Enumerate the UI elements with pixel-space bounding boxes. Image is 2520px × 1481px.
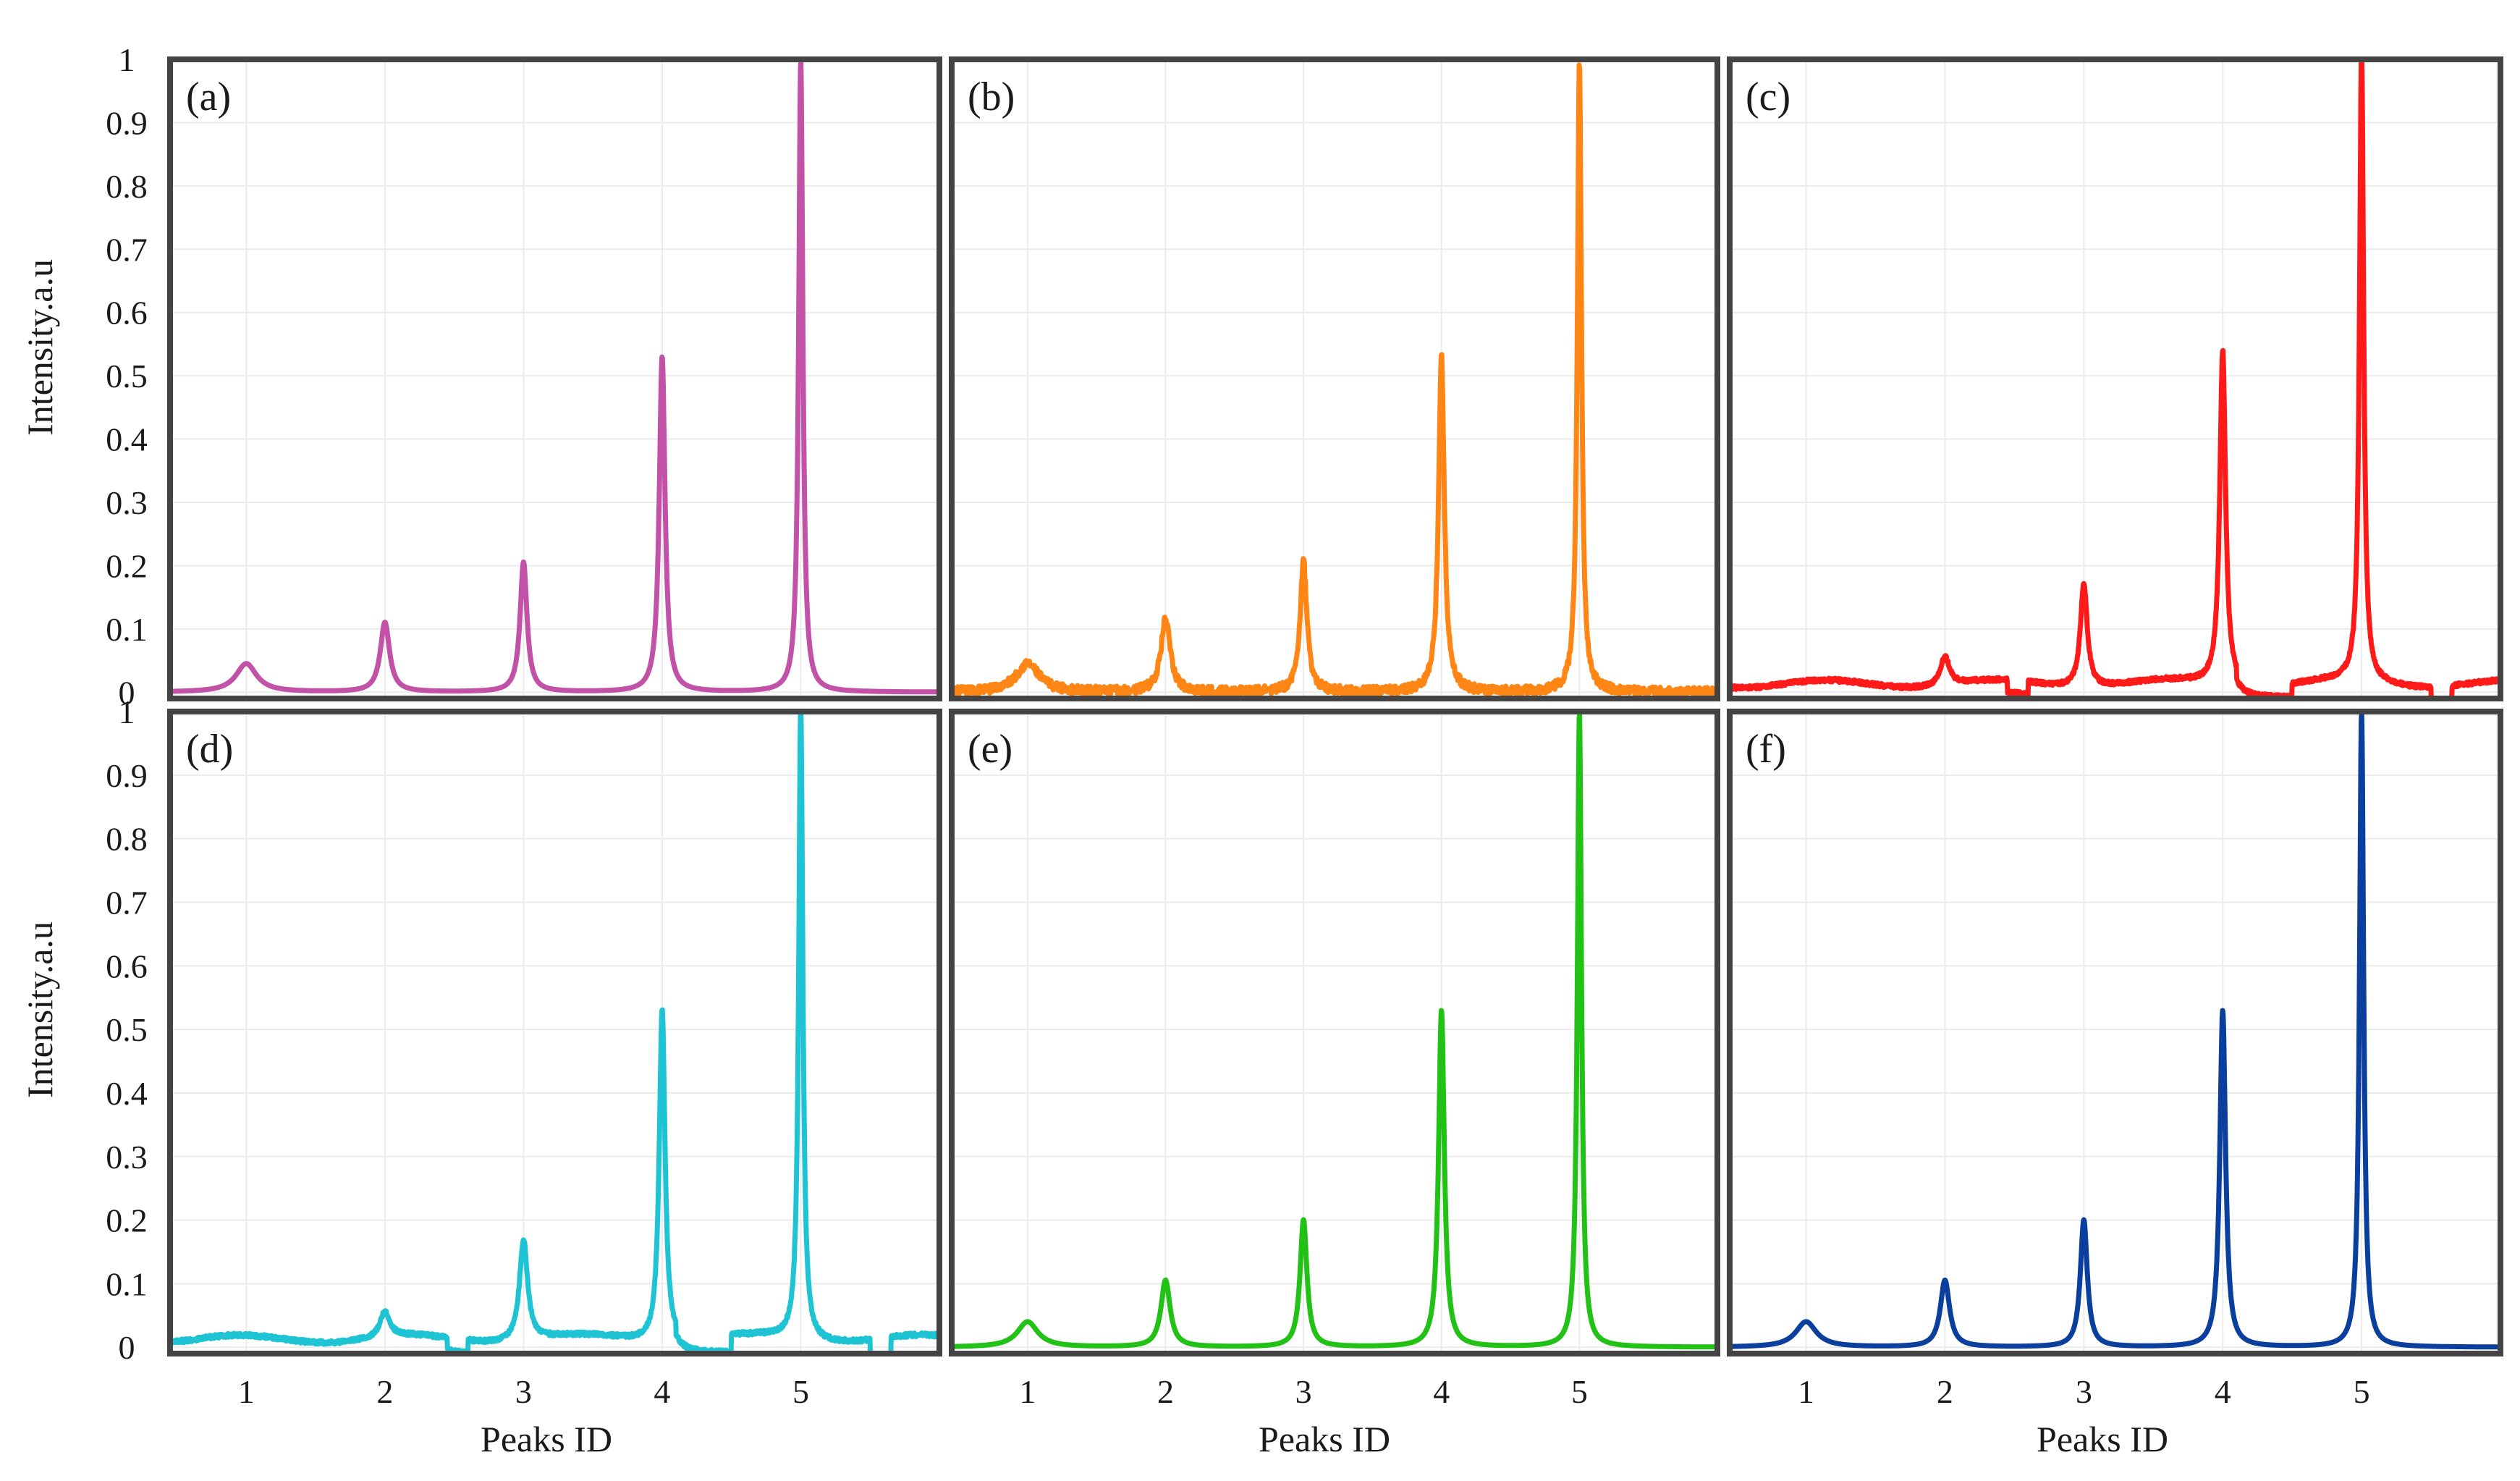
- xlabel-right: Peaks ID: [2037, 1419, 2168, 1459]
- panel-frame: [1727, 709, 2503, 1356]
- panel-e: (e) 1 2 3 4 5: [949, 709, 1720, 1410]
- series-line-d: [170, 712, 939, 1354]
- panel-a: (a) 0 0.1 0.2 0.3 0.4 0.5 0.6 0.7 0.8 0.9 1: [106, 41, 942, 711]
- y-tick-label: 0.7: [106, 884, 148, 921]
- y-tick-label: 0.1: [106, 1265, 148, 1302]
- xlabel-left: Peaks ID: [481, 1419, 612, 1459]
- y-tick-label: 0.8: [106, 168, 148, 205]
- panel-b: (b): [949, 56, 1720, 701]
- y-tick-label: 1: [119, 693, 135, 730]
- panel-frame: [949, 709, 1720, 1356]
- series-line-c: [1730, 59, 2500, 699]
- panel-frame: [167, 56, 942, 701]
- y-tick-label: 0.3: [106, 1139, 148, 1176]
- y-tick-label: 0.4: [106, 421, 148, 458]
- y-tick-label: 0.4: [106, 1075, 148, 1112]
- y-tick-label: 1: [119, 41, 135, 78]
- x-tick-label: 5: [1571, 1373, 1588, 1410]
- xlabel-middle: Peaks ID: [1259, 1419, 1390, 1459]
- panel-label-c: (c): [1746, 75, 1790, 119]
- y-tick-label: 0.5: [106, 358, 148, 394]
- x-tick-label: 4: [2215, 1373, 2231, 1410]
- y-tick-label: 0.1: [106, 611, 148, 648]
- panel-label-d: (d): [186, 727, 233, 772]
- panel-label-e: (e): [968, 727, 1012, 772]
- panel-c: (c): [1727, 56, 2503, 701]
- panel-label-a: (a): [186, 75, 231, 119]
- x-tick-label: 3: [515, 1373, 532, 1410]
- x-tick-label: 1: [1798, 1373, 1814, 1410]
- x-tick-label: 5: [2354, 1373, 2370, 1410]
- x-tick-label: 3: [1295, 1373, 1312, 1410]
- y-tick-label: 0.5: [106, 1011, 148, 1048]
- y-tick-label: 0.7: [106, 231, 148, 268]
- series-line-b: [952, 62, 1717, 699]
- x-tick-label: 1: [238, 1373, 255, 1410]
- panels-layer: (a) 0 0.1 0.2 0.3 0.4 0.5 0.6 0.7 0.8 0.9 1 (b) (c) (d…: [106, 41, 2503, 1410]
- series-line-a: [170, 59, 939, 695]
- x-tick-label: 1: [1019, 1373, 1036, 1410]
- y-tick-label: 0: [119, 674, 135, 711]
- panel-label-b: (b): [968, 75, 1015, 119]
- y-tick-label: 0.9: [106, 757, 148, 794]
- x-tick-label: 2: [376, 1373, 393, 1410]
- panel-d: (d) 0 0.1 0.2 0.3 0.4 0.5 0.6 0.7 0.8 0.9 1 1 2 3 4 5: [106, 693, 942, 1410]
- panel-frame: [949, 56, 1720, 701]
- y-tick-label: 0.2: [106, 547, 148, 584]
- y-tick-label: 0.3: [106, 484, 148, 521]
- y-tick-label: 0: [119, 1329, 135, 1366]
- y-tick-label: 0.6: [106, 295, 148, 332]
- panel-f: (f) 1 2 3 4 5: [1727, 709, 2503, 1410]
- panel-label-f: (f): [1746, 727, 1786, 772]
- y-tick-label: 0.6: [106, 948, 148, 984]
- x-tick-label: 2: [1157, 1373, 1174, 1410]
- x-tick-label: 2: [1937, 1373, 1953, 1410]
- y-tick-label: 0.9: [106, 104, 148, 141]
- y-tick-label: 0.2: [106, 1202, 148, 1239]
- ylabel-top: Intensity.a.u: [20, 259, 60, 436]
- x-tick-label: 4: [1433, 1373, 1450, 1410]
- axis-titles: Intensity.a.u Intensity.a.u Peaks ID Pea…: [20, 259, 2168, 1459]
- ylabel-bottom: Intensity.a.u: [20, 921, 60, 1098]
- series-line-f: [1730, 712, 2500, 1350]
- series-line-e: [952, 712, 1717, 1350]
- x-tick-label: 5: [792, 1373, 809, 1410]
- panel-frame: [167, 709, 942, 1356]
- x-tick-label: 3: [2076, 1373, 2092, 1410]
- panel-frame: [1727, 56, 2503, 701]
- x-tick-label: 4: [654, 1373, 670, 1410]
- y-tick-label: 0.8: [106, 821, 148, 858]
